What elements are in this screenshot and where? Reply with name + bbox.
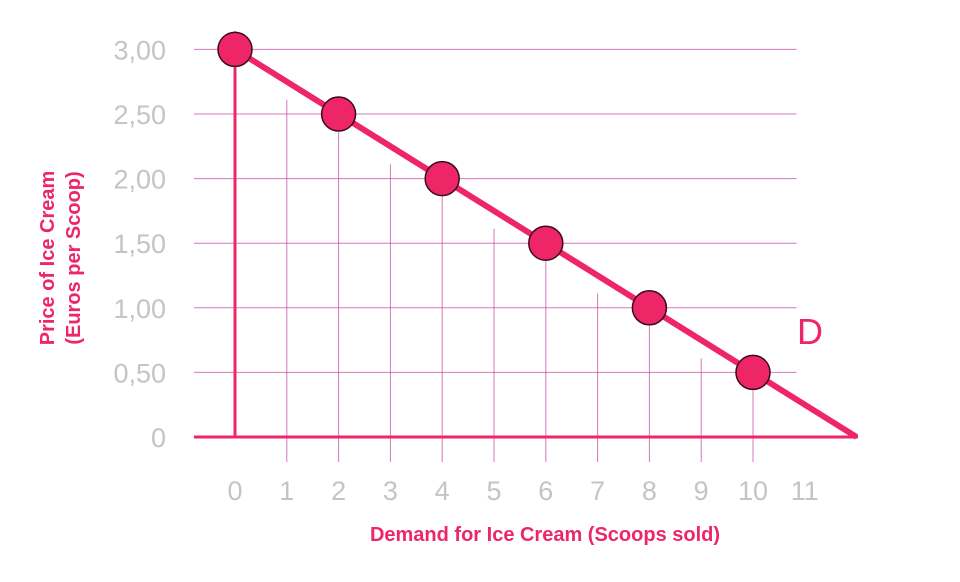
data-point [631, 290, 668, 326]
y-axis-label-line1: Price of Ice Cream [37, 171, 59, 346]
x-tick-label: 10 [738, 476, 768, 506]
y-axis-label-line2: (Euros per Scoop) [63, 171, 85, 344]
demand-series [217, 31, 859, 440]
y-tick-label: 2,50 [113, 100, 166, 130]
x-tick-label: 3 [383, 476, 398, 506]
x-tick-label: 0 [227, 476, 242, 506]
data-point [217, 31, 253, 68]
x-tick-label: 6 [538, 476, 553, 506]
x-tick-label: 2 [331, 476, 346, 506]
y-tick-label: 1,00 [113, 294, 166, 324]
y-tick-label: 3,00 [113, 35, 166, 65]
y-tick-label: 2,00 [113, 165, 166, 195]
vertical-gridlines [286, 99, 754, 462]
y-tick-labels: 0 0,50 1,00 1,50 2,00 2,50 3,00 [113, 35, 166, 453]
x-tick-labels: 0 1 2 3 4 5 6 7 8 9 10 11 [227, 476, 818, 506]
data-point [528, 225, 564, 261]
data-point [735, 354, 771, 391]
data-point [424, 160, 460, 197]
x-tick-label: 11 [791, 476, 819, 506]
demand-curve-label: D [797, 311, 823, 352]
x-tick-label: 7 [590, 476, 605, 506]
x-tick-label: 5 [486, 476, 501, 506]
x-tick-label: 8 [642, 476, 657, 506]
axes [194, 31, 858, 439]
y-tick-label: 1,50 [113, 229, 166, 259]
data-point [320, 96, 357, 132]
x-tick-label: 4 [435, 476, 450, 506]
horizontal-gridlines [194, 48, 797, 373]
x-tick-label: 1 [279, 476, 294, 506]
x-tick-label: 9 [694, 476, 709, 506]
y-tick-label: 0 [151, 423, 166, 453]
y-tick-label: 0,50 [113, 358, 166, 388]
x-axis-label: Demand for Ice Cream (Scoops sold) [370, 524, 720, 546]
